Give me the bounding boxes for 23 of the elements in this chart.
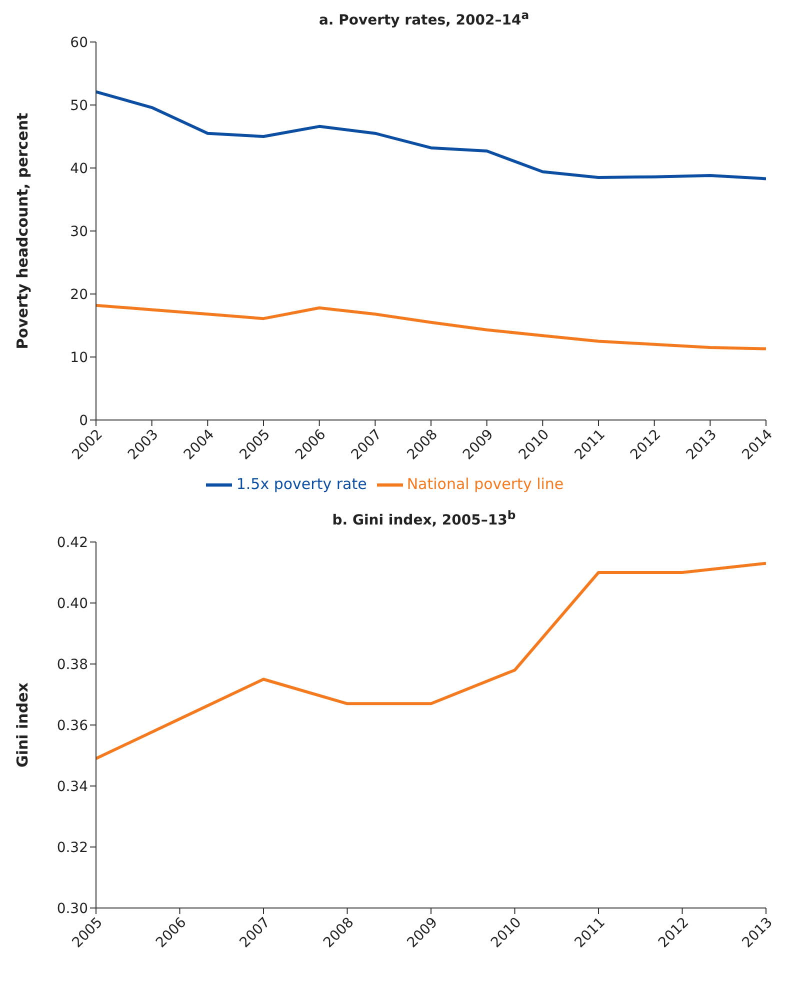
y-tick-label: 0.32 — [56, 840, 88, 856]
y-tick-label: 10 — [70, 350, 88, 366]
line-series — [96, 562, 766, 760]
chart-title: b. Gini index, 2005–13$^{b}$ — [331, 508, 517, 530]
y-axis-title: Gini index — [13, 682, 32, 768]
y-tick-label: 0.42 — [56, 534, 88, 551]
y-tick-label: 30 — [70, 224, 88, 240]
chart-title: a. Poverty rates, 2002–14$^{a}$ — [318, 8, 530, 30]
y-tick-label: 0.30 — [56, 900, 88, 917]
y-tick-label: 0.36 — [56, 718, 88, 734]
y-tick-label: 60 — [70, 34, 88, 51]
y-tick-label: 0 — [79, 412, 88, 429]
y-tick-label: 0.34 — [56, 778, 88, 795]
line-series — [96, 90, 766, 180]
legend-label: National poverty line — [406, 475, 564, 494]
y-tick-label: 40 — [70, 160, 88, 177]
legend-label: 1.5x poverty rate — [236, 475, 367, 494]
y-tick-label: 20 — [70, 286, 88, 303]
y-tick-label: 50 — [70, 98, 88, 114]
y-tick-label: 0.40 — [56, 596, 88, 612]
line-series — [96, 304, 766, 350]
y-tick-label: 0.38 — [56, 656, 88, 673]
y-axis-title: Poverty headcount, percent — [13, 112, 32, 350]
